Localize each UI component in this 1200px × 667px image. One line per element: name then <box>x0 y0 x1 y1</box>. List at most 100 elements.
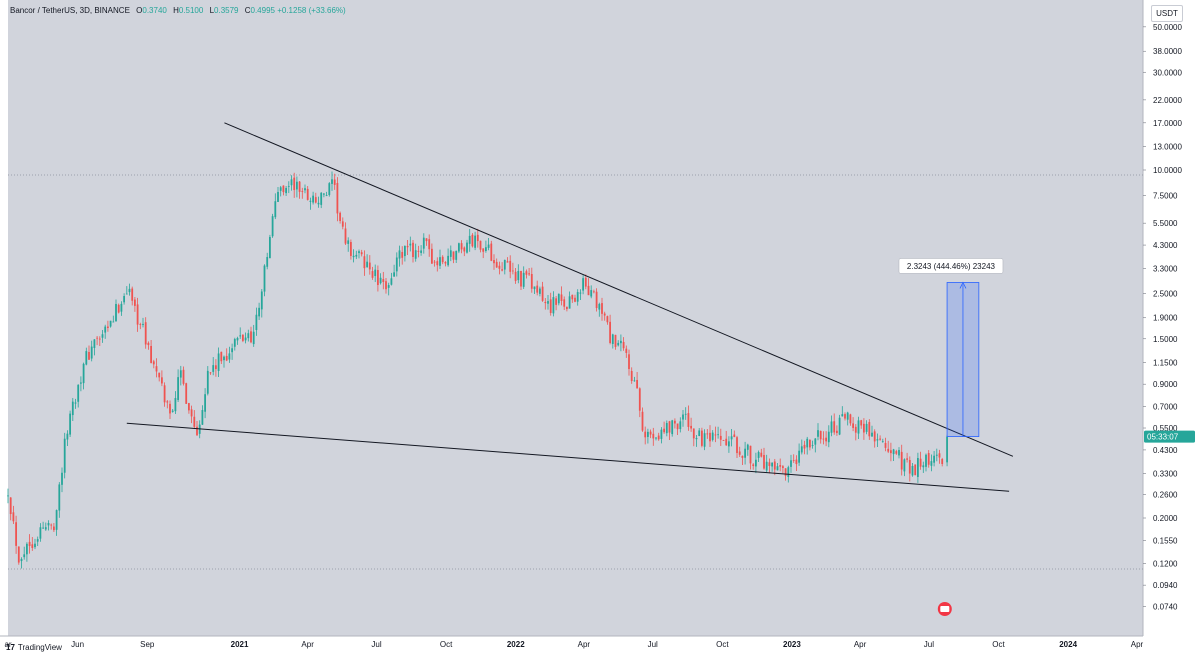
candle-body <box>717 434 719 436</box>
candle-body <box>571 294 574 300</box>
open-value: 0.3740 <box>142 6 167 15</box>
candle-body <box>547 301 549 304</box>
candle-body <box>738 451 741 455</box>
candle-body <box>88 352 90 360</box>
candle-body <box>188 403 190 411</box>
y-tick-label: 0.2000 <box>1153 514 1178 523</box>
x-tick-label: 2024 <box>1059 640 1077 649</box>
candle-body <box>684 413 687 415</box>
candle-body <box>800 446 803 453</box>
x-tick-label: Oct <box>716 640 729 649</box>
measure-label-box <box>898 258 1004 274</box>
candle-body <box>846 412 849 420</box>
candle-body <box>147 342 150 346</box>
candle-body <box>123 296 125 303</box>
candle-body <box>101 334 104 338</box>
y-tick-label: 0.0940 <box>1153 581 1178 590</box>
candle-body <box>566 306 568 310</box>
candle-body <box>34 543 36 548</box>
candle-body <box>630 370 633 382</box>
candle-body <box>166 401 169 403</box>
candle-body <box>647 431 649 437</box>
candle-body <box>96 337 98 339</box>
candle-body <box>444 262 447 264</box>
candle-body <box>906 458 908 460</box>
candle-body <box>490 243 493 261</box>
candle-body <box>355 254 358 257</box>
candle-body <box>927 453 930 465</box>
candle-body <box>347 240 350 244</box>
candle-body <box>601 303 603 314</box>
candle-body <box>741 455 744 458</box>
candle-body <box>433 261 436 263</box>
x-tick-label: Apr <box>854 640 867 649</box>
candle-body <box>449 250 452 257</box>
candle-body <box>247 333 250 339</box>
candle-body <box>641 411 644 431</box>
candle-body <box>90 346 93 359</box>
candle-body <box>784 468 787 476</box>
candle-body <box>474 235 476 248</box>
candle-body <box>177 377 179 400</box>
candle-body <box>755 459 757 467</box>
y-tick-label: 38.0000 <box>1153 47 1182 56</box>
candle-body <box>439 257 441 266</box>
candle-body <box>665 423 668 434</box>
support-trendline <box>126 422 1010 492</box>
x-tick-label: Apr <box>1131 640 1144 649</box>
candle-body <box>352 255 355 258</box>
y-tick-label: 17.0000 <box>1153 119 1182 128</box>
candle-body <box>26 543 28 555</box>
currency-button[interactable]: USDT <box>1151 5 1183 22</box>
candle-body <box>773 461 776 470</box>
candle-body <box>201 410 204 425</box>
candles-group <box>7 171 948 569</box>
x-tick-label: Jun <box>71 640 84 649</box>
candle-body <box>393 272 395 277</box>
candle-body <box>517 270 520 281</box>
candle-body <box>217 353 220 371</box>
candle-body <box>266 257 269 267</box>
candle-body <box>93 339 96 348</box>
candle-body <box>652 433 655 439</box>
candle-body <box>479 240 482 250</box>
candle-body <box>115 303 117 322</box>
candle-body <box>250 331 252 343</box>
candle-body <box>244 337 247 341</box>
candle-body <box>228 353 231 360</box>
candle-body <box>12 512 15 522</box>
y-tick-label: 0.3300 <box>1153 469 1178 478</box>
candle-body <box>549 299 552 313</box>
candle-body <box>703 433 706 447</box>
candle-body <box>539 288 541 294</box>
y-tick-label: 0.9000 <box>1153 380 1178 389</box>
candle-body <box>309 200 312 202</box>
candle-body <box>468 235 471 244</box>
y-tick-label: 1.1500 <box>1153 358 1178 367</box>
candle-body <box>23 554 26 558</box>
candle-body <box>860 420 863 426</box>
candle-body <box>498 265 501 269</box>
candle-body <box>412 242 414 258</box>
candle-body <box>428 239 431 250</box>
candle-body <box>328 183 331 195</box>
candle-body <box>541 286 544 301</box>
x-tick-label: 2021 <box>231 640 249 649</box>
y-tick-label: 7.5000 <box>1153 192 1178 201</box>
candle-body <box>822 438 825 440</box>
candle-body <box>163 385 166 403</box>
change-value: +0.1258 (+33.66%) <box>277 6 346 15</box>
tradingview-footer[interactable]: 17 TradingView <box>6 643 62 652</box>
candle-body <box>15 522 17 546</box>
candle-body <box>638 388 641 411</box>
price-axis-background <box>1143 0 1200 636</box>
candle-body <box>360 252 363 255</box>
candle-body <box>85 351 88 365</box>
candle-body <box>503 259 506 270</box>
candle-body <box>668 421 671 433</box>
candle-body <box>125 293 128 295</box>
candle-body <box>695 437 698 440</box>
candle-body <box>80 382 82 384</box>
